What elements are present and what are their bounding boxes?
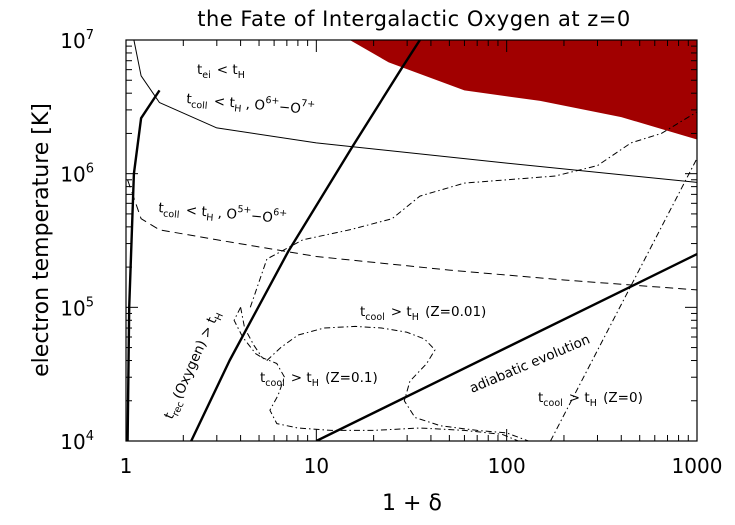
- x-tick-label: 1: [120, 454, 133, 478]
- x-tick-label: 1000: [672, 454, 723, 478]
- x-tick-labels: 1 10 100 1000: [120, 454, 723, 478]
- y-tick-labels: 104 105 106 107: [60, 28, 94, 454]
- series-line-2-thick-solid: [190, 40, 421, 441]
- y-tick-label: 105: [60, 295, 94, 320]
- annotation-t-cool-z0: tcool > tH (Z=0): [538, 390, 643, 409]
- series-line-4-dashed: [127, 179, 697, 291]
- x-tick-label: 100: [488, 454, 526, 478]
- ticks-layer: [125, 40, 697, 442]
- series-line-5-thick-solid: [315, 253, 697, 441]
- series-layer: [126, 40, 697, 441]
- annotation-t-coll-o5-o6: tcoll < tH, O5+−O6+: [157, 197, 287, 230]
- x-axis-label: 1 + δ: [382, 491, 442, 516]
- series-line-9-dash-dot: [240, 307, 519, 441]
- annotation-t-ei: tei < tH: [197, 62, 245, 81]
- y-tick-label: 107: [60, 28, 94, 53]
- chart-title: the Fate of Intergalactic Oxygen at z=0: [197, 7, 630, 31]
- y-tick-label: 104: [60, 429, 94, 454]
- annotation-t-coll-o6-o7: tcoll < tH, O6+−O7+: [185, 88, 315, 121]
- annotation-t-cool-z01: tcool > tH (Z=0.1): [260, 370, 378, 389]
- y-axis-label: electron temperature [K]: [29, 103, 54, 377]
- x-tick-label: 10: [304, 454, 329, 478]
- y-tick-label: 106: [60, 162, 94, 187]
- shaded-region-forbidden-zone: [349, 40, 697, 140]
- plot-frame: [125, 39, 698, 442]
- series-line-8-dash-dot: [233, 307, 529, 441]
- series-line-1-thick-solid: [126, 89, 161, 441]
- plot-area: [126, 40, 697, 441]
- annotation-t-rec-oxygen: trec(Oxygen) > tH: [161, 308, 226, 423]
- series-line-7-dash-dot: [249, 111, 697, 308]
- series-line-3-thin-solid: [133, 40, 697, 183]
- annotation-adiabatic-evolution: adiabatic evolution: [467, 331, 592, 396]
- annotation-t-cool-z001: tcool > tH (Z=0.01): [360, 304, 486, 323]
